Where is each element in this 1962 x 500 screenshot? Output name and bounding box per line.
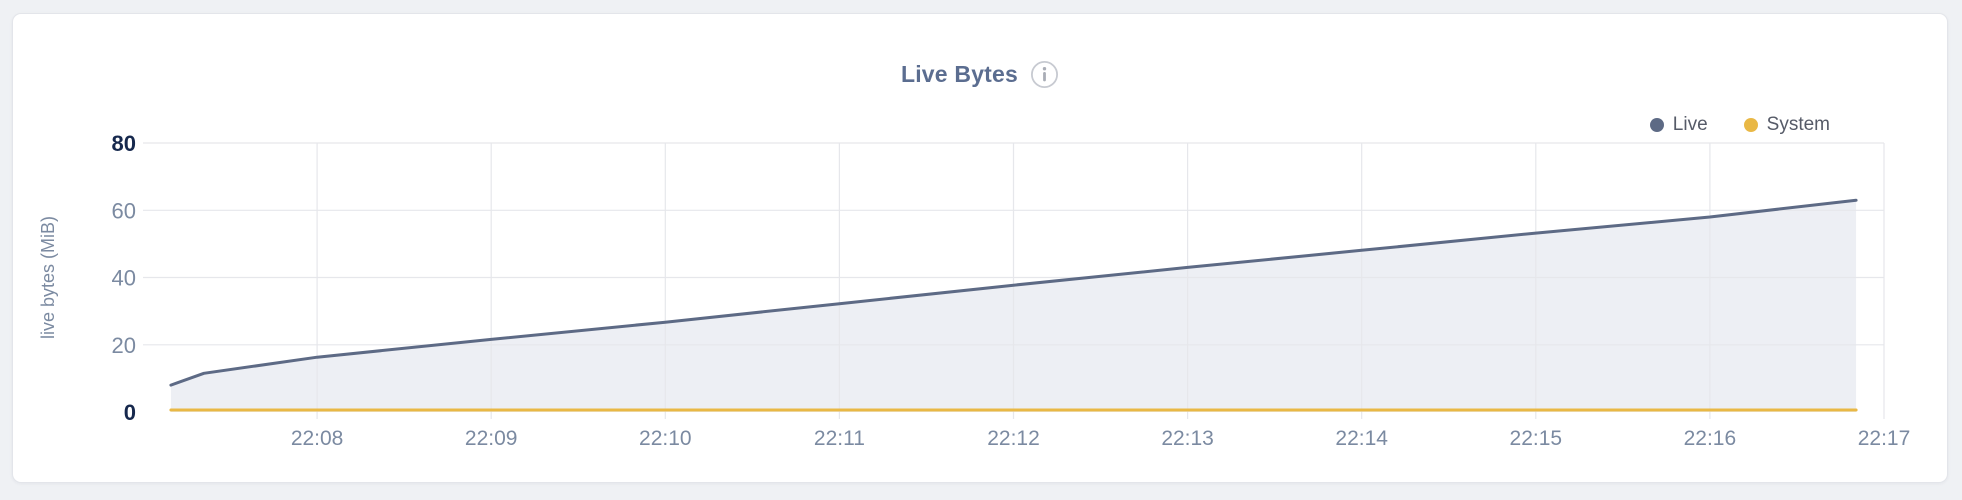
y-tick-label: 80 (112, 131, 136, 156)
y-tick-label: 60 (112, 198, 136, 223)
chart-legend: Live System (1649, 114, 1830, 136)
system-series-dot (1743, 118, 1758, 132)
y-axis-label: live bytes (MiB) (38, 216, 58, 339)
y-tick-label: 20 (112, 333, 136, 358)
x-tick-label: 22:13 (1161, 427, 1214, 450)
x-tick-label: 22:15 (1510, 427, 1563, 450)
page-title: Live Bytes (900, 60, 1019, 87)
legend-label-live: Live (1672, 114, 1708, 135)
chart-header: Live Bytes (13, 58, 1947, 90)
info-icon-dot (1042, 66, 1047, 70)
info-icon-circle (1031, 60, 1059, 88)
info-icon[interactable] (1030, 60, 1059, 89)
legend-item-live[interactable]: Live (1649, 114, 1708, 136)
x-tick-label: 22:14 (1335, 427, 1388, 450)
legend-label-system: System (1766, 114, 1830, 135)
x-tick-label: 22:11 (814, 427, 865, 450)
legend-item-system[interactable]: System (1743, 114, 1830, 136)
live-line (169, 198, 1858, 387)
x-tick-label: 22:12 (987, 427, 1040, 450)
live-series-dot (1649, 118, 1664, 132)
x-tick-label: 22:16 (1684, 427, 1737, 450)
x-tick-label: 22:10 (639, 427, 692, 450)
x-tick-label: 22:17 (1858, 427, 1911, 450)
y-tick-label: 0 (124, 400, 136, 425)
x-tick-label: 22:08 (291, 427, 344, 450)
x-tick-label: 22:09 (465, 427, 518, 450)
info-icon-stem (1043, 71, 1046, 81)
y-tick-label: 40 (112, 266, 136, 291)
